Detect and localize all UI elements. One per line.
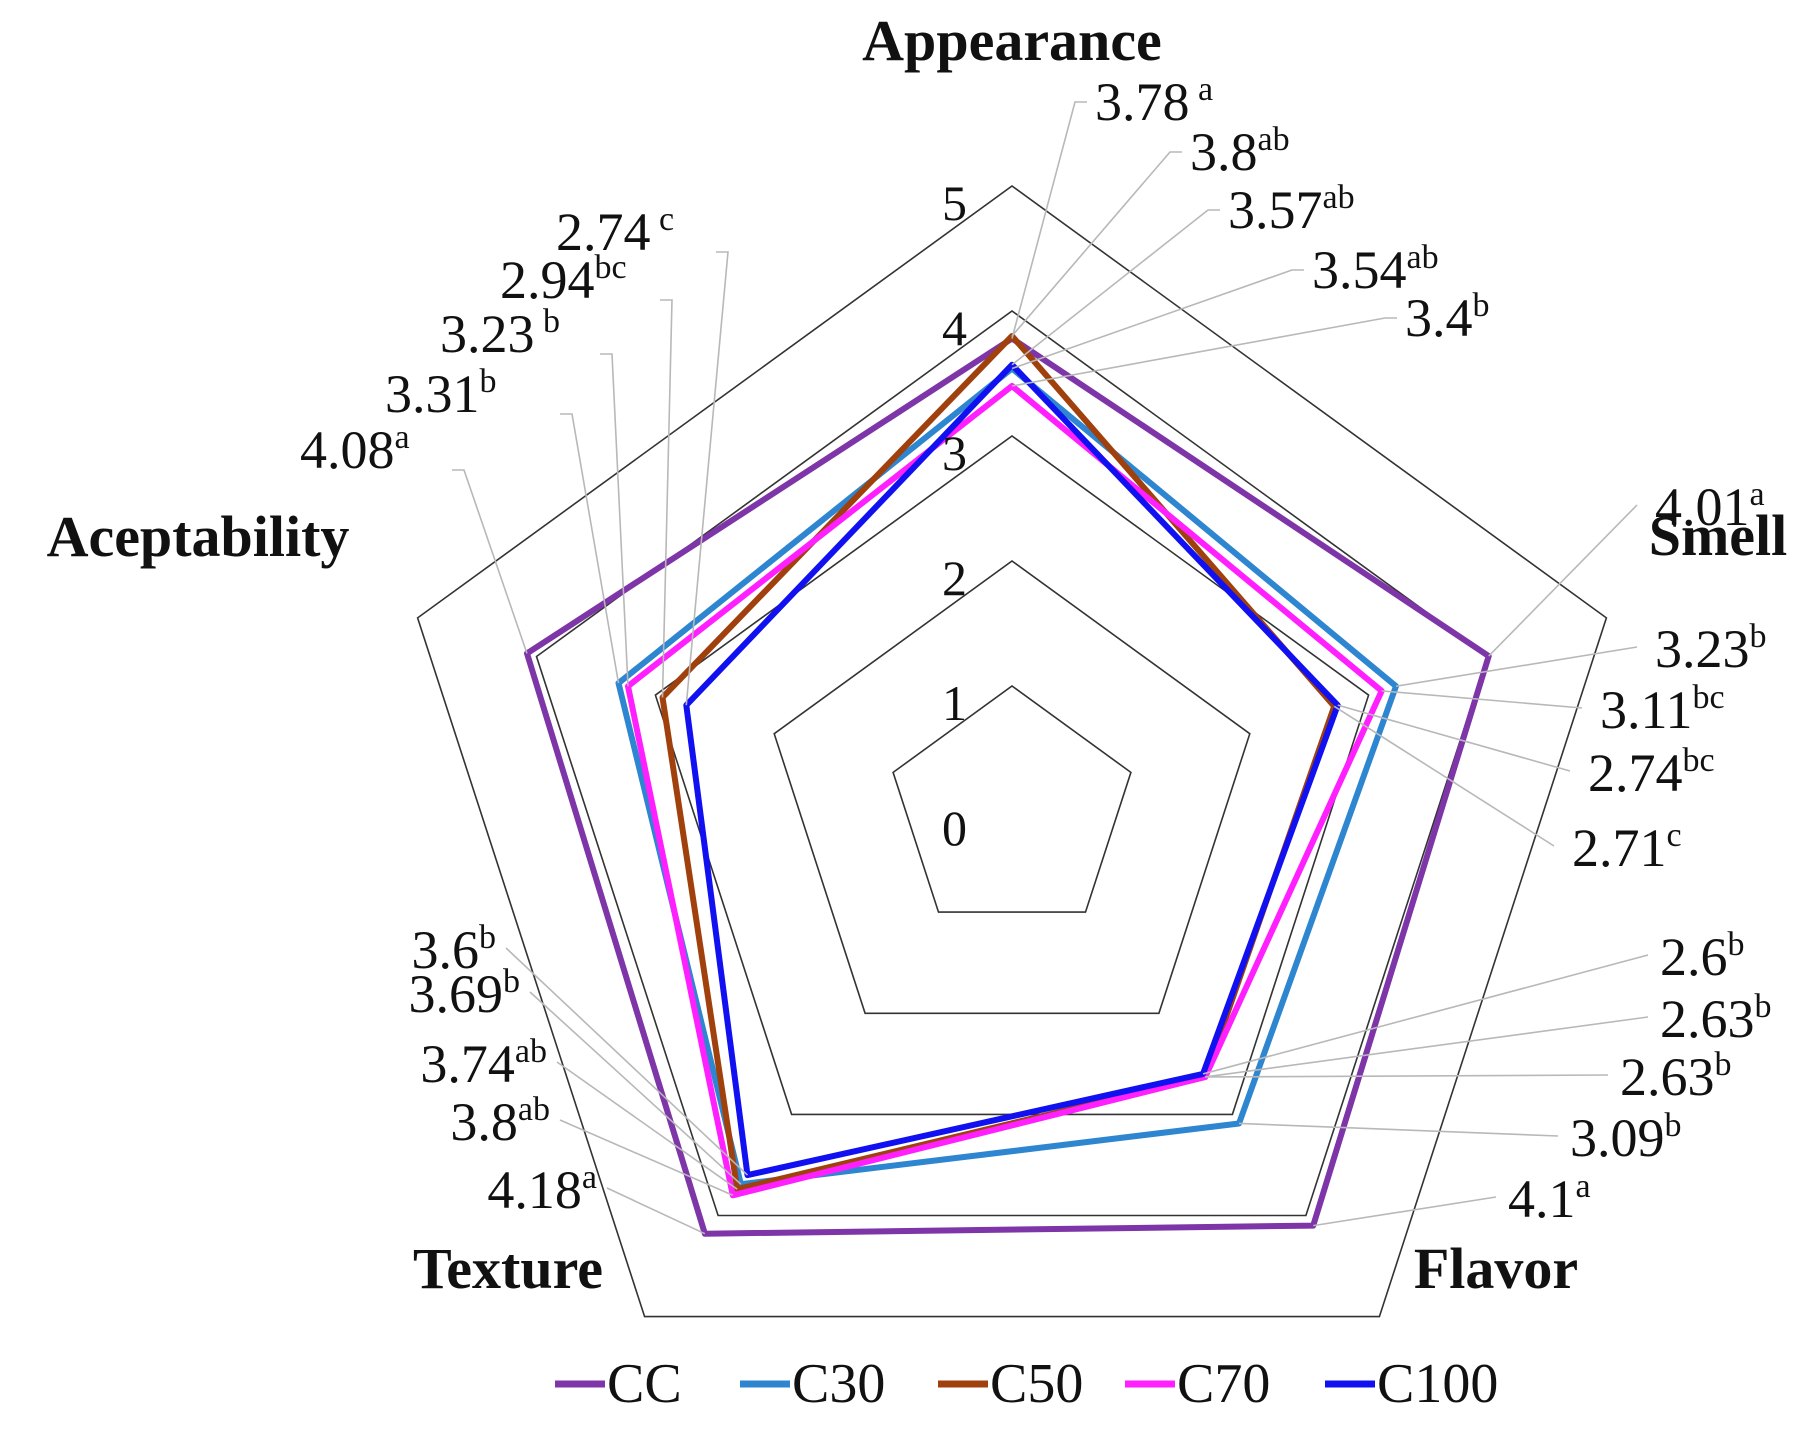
value-label: 3.6b [412, 919, 497, 980]
grid-layer [416, 185, 1608, 1318]
leader-line [452, 469, 528, 654]
value-label: 2.63b [1620, 1046, 1732, 1107]
value-label: 4.01a [1655, 476, 1765, 537]
tick-label: 1 [942, 675, 967, 731]
series-c30-line [615, 365, 1399, 1188]
leader-line [1205, 1016, 1649, 1078]
value-label: 3.54ab [1312, 239, 1439, 300]
value-label: 2.74 c [556, 201, 674, 262]
leader-line [1395, 646, 1638, 688]
leader-line [600, 353, 629, 687]
leader-line [505, 947, 749, 1176]
leader-line [685, 251, 729, 706]
legend-label-c30: C30 [792, 1353, 885, 1415]
value-label: 3.69b [409, 963, 521, 1024]
value-label: 2.94bc [500, 249, 627, 310]
value-label: 3.74ab [420, 1033, 547, 1094]
leader-line [529, 991, 742, 1185]
tick-label: 2 [942, 550, 967, 606]
value-label: 2.74bc [1588, 742, 1715, 803]
value-label: 3.4b [1405, 287, 1490, 348]
leader-line [560, 413, 620, 684]
leader-line [559, 1119, 734, 1197]
leader-line [1011, 269, 1304, 370]
grid-ring-2 [773, 560, 1251, 1015]
value-label: 3.23b [1655, 618, 1767, 679]
leader-line [1205, 1074, 1609, 1078]
leader-line [606, 1187, 706, 1235]
category-label-texture: Texture [413, 1236, 603, 1301]
label-layer: 0 1 2 3 4 5 Appearance Smell Flavor Texture Acepta… [47, 8, 1788, 1301]
grid-ring-4 [535, 310, 1489, 1217]
legend-layer: CC C30 C50 C70 C100 [555, 1353, 1498, 1415]
tick-label: 0 [942, 800, 967, 856]
series-c100-line [683, 361, 1341, 1179]
leader-line [1337, 704, 1571, 772]
tick-label: 5 [942, 175, 967, 231]
value-label: 3.8ab [1190, 121, 1290, 182]
tick-label: 4 [942, 300, 967, 356]
leader-line [1011, 209, 1220, 366]
value-label: 2.71c [1572, 817, 1682, 878]
value-label: 3.31b [385, 363, 497, 424]
leader-line [1381, 690, 1583, 709]
leader-line [1239, 1122, 1559, 1137]
leader-line [1011, 101, 1087, 339]
legend-label-c100: C100 [1377, 1353, 1498, 1415]
legend-label-c50: C50 [990, 1353, 1083, 1415]
category-label-flavor: Flavor [1414, 1236, 1578, 1301]
leader-line [1313, 1196, 1497, 1227]
leader-line [556, 1061, 738, 1190]
value-label: 4.18a [487, 1159, 597, 1220]
leader-line [1488, 504, 1638, 657]
value-label: 3.78 a [1095, 71, 1213, 132]
category-label-aceptability: Aceptability [47, 504, 350, 569]
grid-ring-1 [892, 685, 1132, 913]
value-label: 4.1a [1508, 1168, 1591, 1229]
series-c50-line [659, 333, 1338, 1193]
tick-label: 3 [942, 425, 967, 481]
leader-line [660, 299, 673, 698]
value-label: 3.09b [1570, 1107, 1682, 1168]
value-label: 2.6b [1660, 926, 1745, 987]
category-label-appearance: Appearance [862, 8, 1162, 73]
value-label: 3.11bc [1600, 679, 1725, 740]
leader-line [1333, 705, 1555, 847]
grid-ring-5 [416, 185, 1608, 1318]
legend-label-cc: CC [607, 1353, 682, 1415]
leader-layer [452, 101, 1649, 1235]
value-label: 4.08a [300, 419, 410, 480]
leader-line [1202, 954, 1649, 1075]
series-cc-line [524, 335, 1492, 1237]
legend-label-c70: C70 [1177, 1353, 1270, 1415]
value-label: 3.8ab [450, 1091, 550, 1152]
leader-line [1011, 151, 1182, 337]
value-label: 3.57ab [1228, 179, 1355, 240]
leader-line [1011, 317, 1397, 387]
category-label-smell: Smell [1649, 503, 1788, 568]
series-layer [524, 333, 1492, 1237]
value-label: 2.63b [1660, 988, 1772, 1049]
value-label: 3.23 b [440, 303, 560, 364]
